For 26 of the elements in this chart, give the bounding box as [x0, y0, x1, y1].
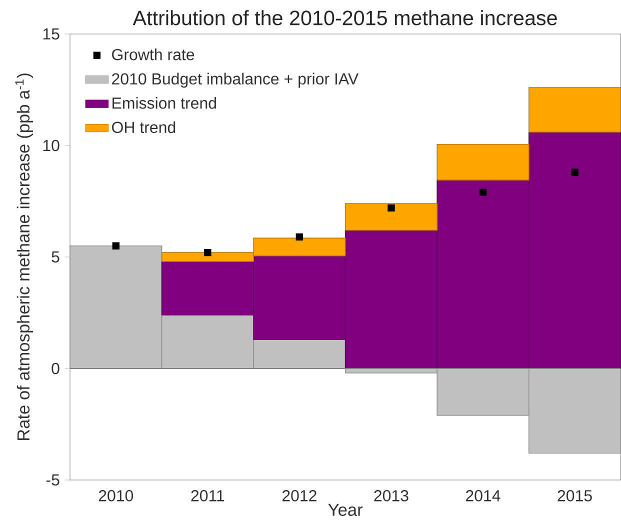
- x-tick-label: 2010: [98, 490, 134, 502]
- x-tick-label: 2014: [466, 490, 500, 502]
- legend-label: Emission trend: [112, 97, 216, 109]
- y-tick-label: 15: [43, 28, 60, 40]
- x-tick-label: 2011: [191, 490, 224, 502]
- y-tick-label: 0: [52, 362, 60, 374]
- x-axis-title: Year: [328, 504, 363, 516]
- legend-label: 2010 Budget imbalance + prior IAV: [112, 72, 359, 88]
- point: [571, 168, 578, 176]
- bar: [344, 203, 438, 231]
- point: [479, 188, 487, 196]
- y-tick-label: 10: [43, 140, 60, 152]
- x-tick-label: 2012: [282, 490, 316, 502]
- x-tick-label: 2013: [374, 490, 408, 502]
- y-axis-title: Rate of atmospheric methane increase (ppb a$^{-1}$): [15, 74, 34, 440]
- chart-title: Attribution of the 2010-2015 methane increase: [132, 10, 557, 26]
- y-tick-label: -5: [46, 474, 60, 486]
- legend-label: OH trend: [112, 121, 176, 134]
- point: [388, 204, 395, 212]
- x-tick-label: 2015: [558, 490, 592, 502]
- bar: [436, 144, 530, 180]
- point: [204, 248, 212, 256]
- legend-label: Growth rate: [112, 48, 194, 60]
- y-tick-label: 5: [52, 251, 60, 263]
- point: [112, 242, 120, 250]
- point: [296, 233, 304, 241]
